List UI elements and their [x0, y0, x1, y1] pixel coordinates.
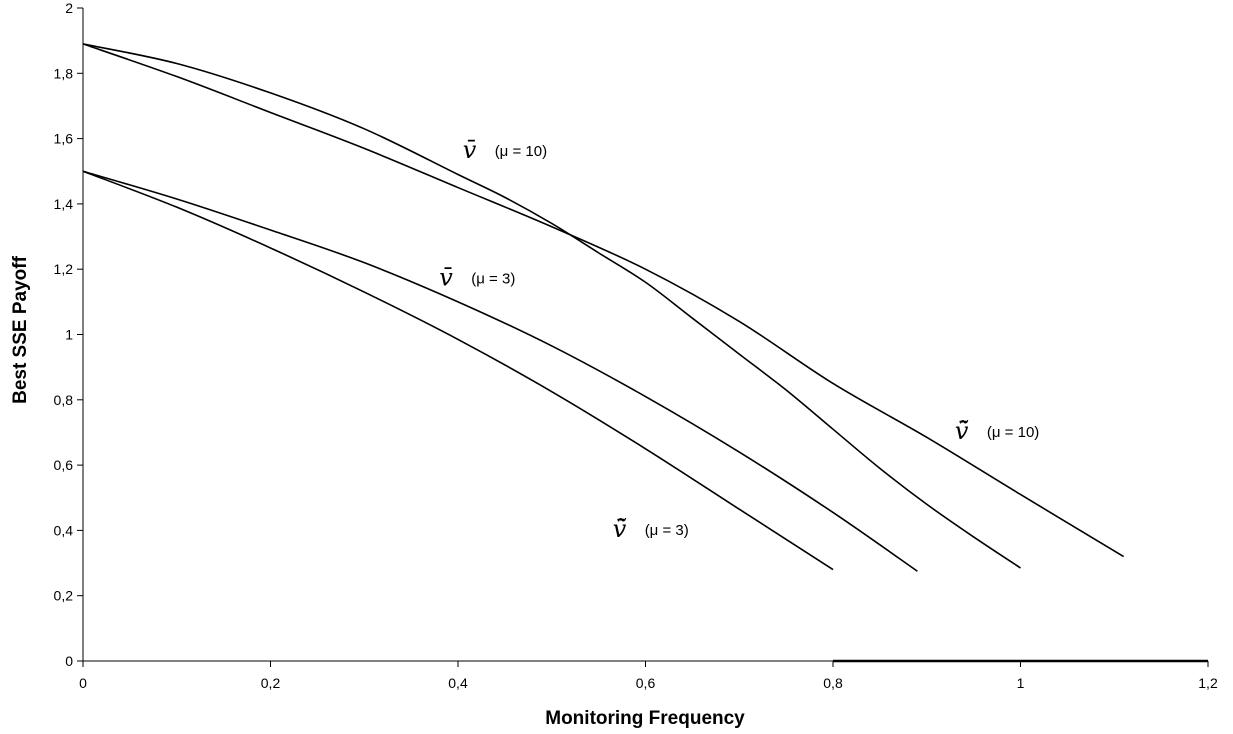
x-tick-label: 1,2	[1198, 675, 1218, 691]
y-tick-label: 1,8	[54, 65, 74, 81]
y-axis-title: Best SSE Payoff	[10, 255, 31, 403]
y-tick-label: 2	[65, 0, 73, 16]
y-ticks: 0 0,2 0,4 0,6 0,8 1 1,2 1,4 1,6 1,8 2	[54, 0, 83, 669]
x-ticks: 0 0,2 0,4 0,6 0,8 1 1,2	[79, 661, 1218, 691]
annotation-symbol: ṽ̄	[955, 417, 969, 445]
y-tick-label: 0,4	[54, 522, 74, 538]
series-line-4	[82, 170, 834, 571]
x-tick-label: 1	[1017, 675, 1025, 691]
y-tick-label: 1,4	[54, 196, 74, 212]
y-tick-label: 0,6	[54, 457, 74, 473]
plot-area: 0 0,2 0,4 0,6 0,8 1 1,2 1,4 1,6 1,8 2 0 0,2 0,4 0,6 0,…	[54, 0, 1218, 691]
annotation-label: (μ = 10)	[987, 424, 1039, 441]
x-axis-title: Monitoring Frequency	[545, 708, 745, 729]
x-tick-label: 0,4	[448, 675, 468, 691]
y-tick-label: 0	[65, 653, 73, 669]
x-tick-label: 0	[79, 675, 87, 691]
curve-annotation: v̄ (μ = 10)	[463, 136, 547, 164]
y-tick-label: 1,2	[54, 261, 74, 277]
y-tick-label: 0,8	[54, 392, 74, 408]
x-tick-label: 0,6	[636, 675, 656, 691]
annotation-group: v̄ (μ = 10) v̄ (μ = 3) ṽ̄ (μ = 10) ṽ̄ (μ = 3)	[439, 136, 1039, 543]
y-tick-label: 0,2	[54, 588, 74, 604]
annotation-label: (μ = 3)	[471, 271, 515, 288]
curve-annotation: v̄ (μ = 3)	[439, 264, 515, 292]
y-tick-label: 1	[65, 327, 73, 343]
series-line-1	[82, 43, 1021, 569]
x-tick-label: 0,2	[261, 675, 281, 691]
annotation-label: (μ = 10)	[495, 143, 547, 160]
series-line-2	[82, 43, 1125, 558]
annotation-symbol: v̄	[463, 136, 477, 164]
curve-annotation: ṽ̄ (μ = 3)	[613, 515, 689, 543]
annotation-symbol: v̄	[439, 264, 453, 292]
series-line-3	[82, 170, 918, 572]
series-group	[82, 43, 1125, 572]
curve-annotation: ṽ̄ (μ = 10)	[955, 417, 1039, 445]
annotation-label: (μ = 3)	[645, 522, 689, 539]
x-tick-label: 0,8	[823, 675, 843, 691]
y-tick-label: 1,6	[54, 131, 74, 147]
annotation-symbol: ṽ̄	[613, 515, 627, 543]
